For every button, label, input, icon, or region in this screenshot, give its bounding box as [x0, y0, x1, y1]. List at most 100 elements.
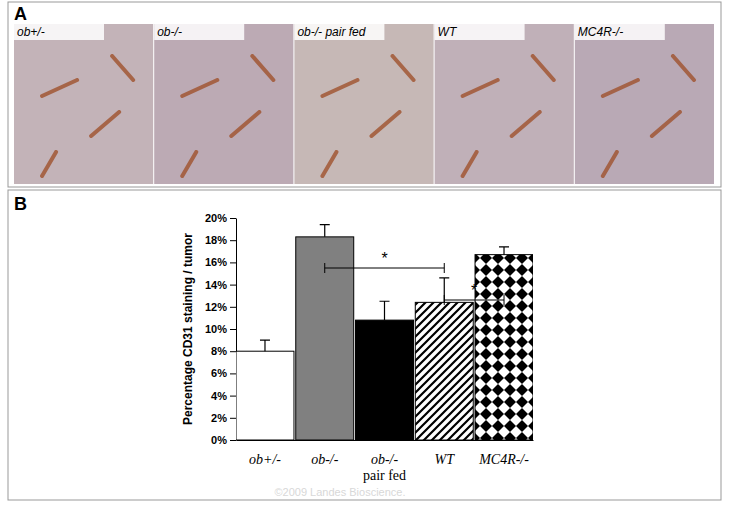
micrograph-tile — [575, 24, 714, 184]
y-tick-mark — [230, 285, 236, 286]
error-bars — [260, 225, 509, 352]
x-tick-label: ob+/- — [249, 452, 281, 467]
y-tick-label: 2% — [211, 412, 227, 424]
x-tick-label: MC4R-/- — [478, 452, 529, 467]
vessel — [42, 80, 77, 96]
error-bar — [380, 301, 390, 320]
micrograph: ob+/- — [14, 24, 153, 184]
y-tick-mark — [230, 307, 236, 308]
label-bg — [14, 24, 104, 40]
y-tick-label: 0% — [211, 434, 227, 446]
y-tick: 10% — [205, 323, 236, 335]
x-tick: WT — [435, 440, 456, 467]
vessel — [322, 152, 336, 176]
panel-label: B — [14, 194, 27, 214]
micrograph-label: ob+/- — [17, 25, 45, 39]
y-tick-label: 10% — [205, 323, 227, 335]
x-axis: ob+/- ob-/- ob-/-pair fed WT MC4R-/- — [237, 440, 534, 483]
figure: Aob+/- ob-/- ob-/- pair fed WT MC4R-/- B 0% 2% 4… — [0, 0, 729, 506]
vessel — [182, 80, 217, 96]
micrograph-label: ob-/- — [157, 25, 182, 39]
y-tick-label: 4% — [211, 390, 227, 402]
micrograph-label: MC4R-/- — [578, 25, 623, 39]
significance-label: * — [471, 282, 477, 299]
micrograph: MC4R-/- — [575, 24, 714, 184]
vessel — [603, 80, 638, 96]
vessel — [652, 112, 680, 136]
x-axis-line — [237, 440, 534, 441]
y-tick-mark — [230, 351, 236, 352]
micrograph-tile — [435, 24, 574, 184]
panel-a-frame — [8, 2, 721, 187]
vessel — [252, 56, 273, 80]
vessel — [463, 80, 498, 96]
x-tick: ob+/- — [249, 440, 281, 467]
y-tick-mark — [230, 329, 236, 330]
vessel — [603, 152, 617, 176]
micrograph-label: ob-/- pair fed — [297, 25, 365, 39]
micrograph-tile — [294, 24, 433, 184]
y-tick-mark — [230, 240, 236, 241]
vessel — [231, 112, 259, 136]
y-tick: 20% — [205, 212, 236, 224]
y-tick-mark — [230, 440, 236, 441]
y-tick-mark — [230, 262, 236, 263]
x-tick-label: ob-/-pair fed — [363, 452, 406, 483]
vessel — [42, 152, 56, 176]
vessel — [91, 112, 119, 136]
y-tick: 12% — [205, 301, 236, 313]
y-tick-mark — [230, 373, 236, 374]
y-tick-mark — [230, 218, 236, 219]
vessel — [182, 152, 196, 176]
y-tick: 14% — [205, 279, 236, 291]
y-axis: 0% 2% 4% 6% 8% 10% 12% 14% 16% 18% 20% — [205, 212, 237, 446]
vessel — [322, 80, 357, 96]
y-tick-label: 12% — [205, 301, 227, 313]
x-tick: ob-/-pair fed — [363, 440, 406, 483]
y-tick-label: 20% — [205, 212, 227, 224]
vessel — [372, 112, 400, 136]
y-tick: 18% — [205, 234, 236, 246]
y-tick: 16% — [205, 256, 236, 268]
panel-label: A — [14, 4, 27, 24]
vessel — [463, 152, 477, 176]
error-bar — [320, 225, 330, 237]
x-tick-label: WT — [435, 452, 456, 467]
y-tick: 0% — [211, 434, 236, 446]
bars — [236, 237, 533, 440]
y-tick: 6% — [211, 367, 236, 379]
micrograph: WT — [435, 24, 574, 184]
label-bg — [294, 24, 384, 40]
error-bar — [260, 340, 270, 351]
y-tick-label: 18% — [205, 234, 227, 246]
bar — [475, 255, 533, 440]
y-tick: 8% — [211, 345, 236, 357]
micrograph-tile — [154, 24, 293, 184]
label-bg — [435, 24, 525, 40]
vessel — [512, 112, 540, 136]
label-bg — [575, 24, 665, 40]
y-tick: 4% — [211, 390, 236, 402]
bar — [415, 302, 473, 440]
bar — [236, 351, 294, 440]
micrograph-label: WT — [438, 25, 458, 39]
watermark: ©2009 Landes Bioscience. — [274, 486, 405, 498]
micrograph: ob-/- — [154, 24, 293, 184]
vessel — [533, 56, 554, 80]
vessel — [112, 56, 133, 80]
panel-b-frame — [8, 190, 721, 500]
y-tick-label: 16% — [205, 256, 227, 268]
y-tick-label: 6% — [211, 367, 227, 379]
y-tick-mark — [230, 396, 236, 397]
x-tick: ob-/- — [311, 440, 339, 467]
x-tick: MC4R-/- — [478, 440, 529, 467]
y-tick-label: 8% — [211, 345, 227, 357]
vessel — [673, 56, 694, 80]
bar — [356, 320, 414, 440]
label-bg — [154, 24, 244, 40]
y-tick-label: 14% — [205, 279, 227, 291]
y-tick-mark — [230, 418, 236, 419]
significance-label: * — [381, 250, 387, 267]
error-bar — [499, 247, 509, 255]
y-axis-title: Percentage CD31 staining / tumor — [181, 233, 195, 425]
